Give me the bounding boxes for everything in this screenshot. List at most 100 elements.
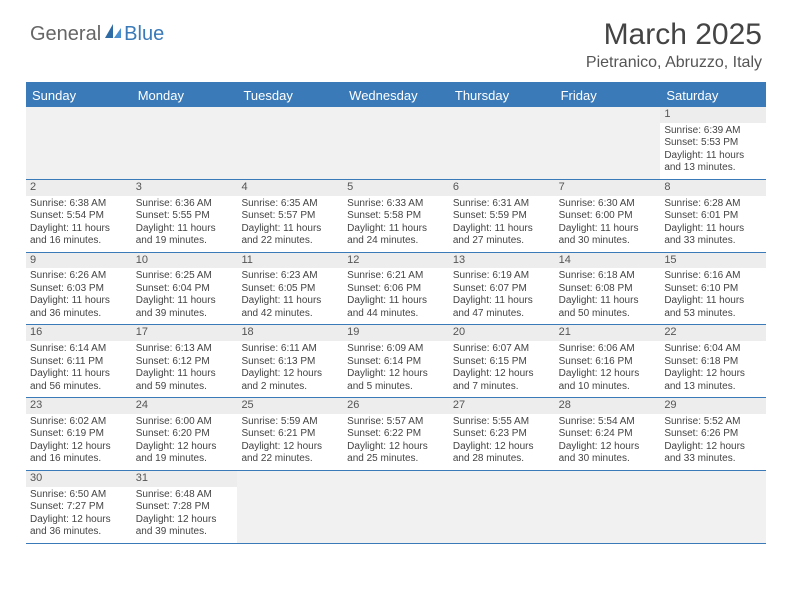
title-block: March 2025 Pietranico, Abruzzo, Italy: [586, 18, 762, 72]
daylight-text: Daylight: 11 hours and 36 minutes.: [30, 295, 128, 320]
location-subtitle: Pietranico, Abruzzo, Italy: [586, 54, 762, 72]
sunset-text: Sunset: 6:00 PM: [559, 210, 657, 223]
day-cell: 13Sunrise: 6:19 AMSunset: 6:07 PMDayligh…: [449, 253, 555, 325]
sunset-text: Sunset: 6:14 PM: [347, 356, 445, 369]
day-number: 4: [237, 180, 343, 196]
sunrise-text: Sunrise: 6:36 AM: [136, 198, 234, 211]
daylight-text: Daylight: 11 hours and 47 minutes.: [453, 295, 551, 320]
day-number: 17: [132, 325, 238, 341]
logo-sail-icon: [103, 22, 123, 46]
day-cell: 8Sunrise: 6:28 AMSunset: 6:01 PMDaylight…: [660, 180, 766, 252]
day-number: 29: [660, 398, 766, 414]
day-cell: 19Sunrise: 6:09 AMSunset: 6:14 PMDayligh…: [343, 325, 449, 397]
sunset-text: Sunset: 6:04 PM: [136, 283, 234, 296]
sunset-text: Sunset: 6:05 PM: [241, 283, 339, 296]
daylight-text: Daylight: 12 hours and 28 minutes.: [453, 441, 551, 466]
sunrise-text: Sunrise: 6:31 AM: [453, 198, 551, 211]
day-number: 19: [343, 325, 449, 341]
day-number: 16: [26, 325, 132, 341]
daylight-text: Daylight: 12 hours and 10 minutes.: [559, 368, 657, 393]
day-cell: 15Sunrise: 6:16 AMSunset: 6:10 PMDayligh…: [660, 253, 766, 325]
sunrise-text: Sunrise: 6:06 AM: [559, 343, 657, 356]
daylight-text: Daylight: 11 hours and 42 minutes.: [241, 295, 339, 320]
daylight-text: Daylight: 12 hours and 19 minutes.: [136, 441, 234, 466]
daylight-text: Daylight: 11 hours and 33 minutes.: [664, 223, 762, 248]
day-cell: 2Sunrise: 6:38 AMSunset: 5:54 PMDaylight…: [26, 180, 132, 252]
sunrise-text: Sunrise: 5:55 AM: [453, 416, 551, 429]
sunrise-text: Sunrise: 6:18 AM: [559, 270, 657, 283]
daylight-text: Daylight: 12 hours and 33 minutes.: [664, 441, 762, 466]
day-cell: 17Sunrise: 6:13 AMSunset: 6:12 PMDayligh…: [132, 325, 238, 397]
day-cell: 16 Sunrise: 6:14 AMSunset: 6:11 PMDayligh…: [26, 325, 132, 397]
week-row: 2Sunrise: 6:38 AMSunset: 5:54 PMDaylight…: [26, 180, 766, 253]
day-cell: [343, 471, 449, 543]
sunset-text: Sunset: 6:06 PM: [347, 283, 445, 296]
day-number: 20: [449, 325, 555, 341]
sunset-text: Sunset: 6:07 PM: [453, 283, 551, 296]
sunrise-text: Sunrise: 6:11 AM: [241, 343, 339, 356]
sunrise-text: Sunrise: 6:50 AM: [30, 489, 128, 502]
sunrise-text: Sunrise: 6:30 AM: [559, 198, 657, 211]
day-number: 11: [237, 253, 343, 269]
sunset-text: Sunset: 6:13 PM: [241, 356, 339, 369]
daylight-text: Daylight: 11 hours and 24 minutes.: [347, 223, 445, 248]
daylight-text: Daylight: 11 hours and 16 minutes.: [30, 223, 128, 248]
day-cell: 24Sunrise: 6:00 AMSunset: 6:20 PMDayligh…: [132, 398, 238, 470]
day-number: 27: [449, 398, 555, 414]
sunset-text: Sunset: 6:20 PM: [136, 428, 234, 441]
day-number: 15: [660, 253, 766, 269]
day-cell: 18Sunrise: 6:11 AMSunset: 6:13 PMDayligh…: [237, 325, 343, 397]
logo-text-1: General: [30, 23, 101, 46]
day-cell: 3Sunrise: 6:36 AMSunset: 5:55 PMDaylight…: [132, 180, 238, 252]
day-cell: 12Sunrise: 6:21 AMSunset: 6:06 PMDayligh…: [343, 253, 449, 325]
day-number: 2: [26, 180, 132, 196]
sunset-text: Sunset: 6:01 PM: [664, 210, 762, 223]
week-row: 30Sunrise: 6:50 AMSunset: 7:27 PMDayligh…: [26, 471, 766, 544]
day-cell: [449, 107, 555, 179]
day-cell: 14Sunrise: 6:18 AMSunset: 6:08 PMDayligh…: [555, 253, 661, 325]
daylight-text: Daylight: 12 hours and 13 minutes.: [664, 368, 762, 393]
sunset-text: Sunset: 5:55 PM: [136, 210, 234, 223]
sunset-text: Sunset: 5:58 PM: [347, 210, 445, 223]
daylight-text: Daylight: 11 hours and 53 minutes.: [664, 295, 762, 320]
daylight-text: Daylight: 12 hours and 30 minutes.: [559, 441, 657, 466]
sunrise-text: Sunrise: 6:33 AM: [347, 198, 445, 211]
day-cell: 1Sunrise: 6:39 AMSunset: 5:53 PMDaylight…: [660, 107, 766, 179]
day-cell: 11Sunrise: 6:23 AMSunset: 6:05 PMDayligh…: [237, 253, 343, 325]
sunrise-text: Sunrise: 6:35 AM: [241, 198, 339, 211]
day-cell: 21 Sunrise: 6:06 AMSunset: 6:16 PMDayligh…: [555, 325, 661, 397]
daylight-text: Daylight: 12 hours and 5 minutes.: [347, 368, 445, 393]
day-cell: 7Sunrise: 6:30 AMSunset: 6:00 PMDaylight…: [555, 180, 661, 252]
sunset-text: Sunset: 6:11 PM: [30, 356, 128, 369]
daylight-text: Daylight: 11 hours and 19 minutes.: [136, 223, 234, 248]
day-cell: 4Sunrise: 6:35 AMSunset: 5:57 PMDaylight…: [237, 180, 343, 252]
daylight-text: Daylight: 12 hours and 2 minutes.: [241, 368, 339, 393]
sunrise-text: Sunrise: 6:04 AM: [664, 343, 762, 356]
day-cell: [343, 107, 449, 179]
sunset-text: Sunset: 6:16 PM: [559, 356, 657, 369]
day-cell: 31Sunrise: 6:48 AMSunset: 7:28 PMDayligh…: [132, 471, 238, 543]
sunrise-text: Sunrise: 6:14 AM: [30, 343, 128, 356]
sunrise-text: Sunrise: 6:48 AM: [136, 489, 234, 502]
daylight-text: Daylight: 12 hours and 7 minutes.: [453, 368, 551, 393]
sunrise-text: Sunrise: 6:23 AM: [241, 270, 339, 283]
weekday-label: Tuesday: [237, 84, 343, 107]
day-cell: 30Sunrise: 6:50 AMSunset: 7:27 PMDayligh…: [26, 471, 132, 543]
day-number: 26: [343, 398, 449, 414]
day-number: 24: [132, 398, 238, 414]
day-cell: [26, 107, 132, 179]
daylight-text: Daylight: 12 hours and 39 minutes.: [136, 514, 234, 539]
sunset-text: Sunset: 6:23 PM: [453, 428, 551, 441]
day-number: 12: [343, 253, 449, 269]
sunset-text: Sunset: 6:10 PM: [664, 283, 762, 296]
day-cell: [132, 107, 238, 179]
sunrise-text: Sunrise: 6:19 AM: [453, 270, 551, 283]
sunrise-text: Sunrise: 5:52 AM: [664, 416, 762, 429]
daylight-text: Daylight: 12 hours and 36 minutes.: [30, 514, 128, 539]
day-number: 21: [555, 325, 661, 341]
sunrise-text: Sunrise: 6:07 AM: [453, 343, 551, 356]
sunrise-text: Sunrise: 6:38 AM: [30, 198, 128, 211]
logo: General Blue: [30, 22, 164, 46]
sunset-text: Sunset: 6:26 PM: [664, 428, 762, 441]
daylight-text: Daylight: 11 hours and 56 minutes.: [30, 368, 128, 393]
